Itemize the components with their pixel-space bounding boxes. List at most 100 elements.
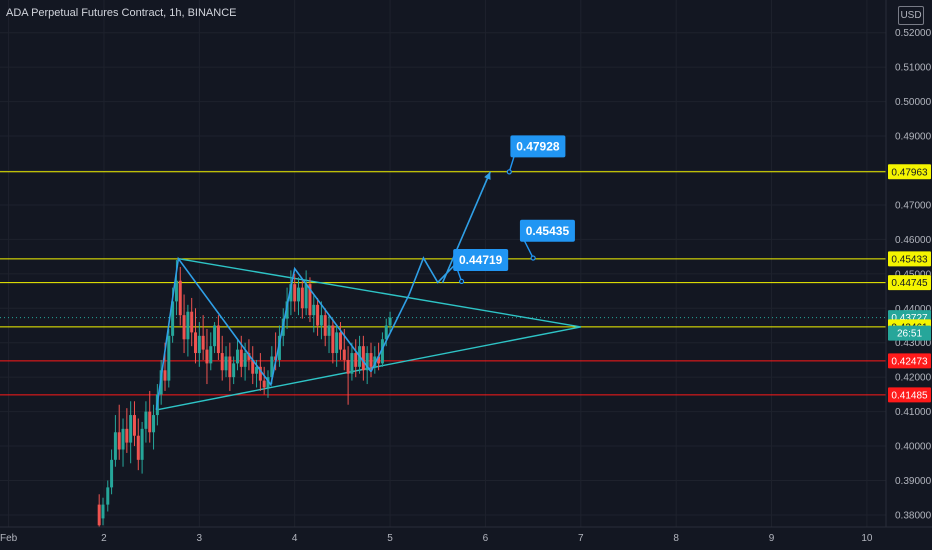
price-axis-badge-label: 0.47963 <box>891 167 928 178</box>
candle-body[interactable] <box>113 432 117 460</box>
candle-body[interactable] <box>270 356 274 378</box>
price-axis-badge-label: 0.44745 <box>891 278 928 289</box>
candle-body[interactable] <box>377 356 381 364</box>
candle-body[interactable] <box>171 301 175 336</box>
candle-body[interactable] <box>255 366 259 374</box>
candle-body[interactable] <box>312 304 316 316</box>
callout-pointer <box>508 155 516 173</box>
currency-button[interactable]: USD <box>898 6 924 25</box>
candle-body[interactable] <box>125 428 129 443</box>
candle-body[interactable] <box>101 504 105 519</box>
candle-body[interactable] <box>174 280 178 302</box>
candle-body[interactable] <box>205 349 209 364</box>
price-axis-badge-label: 0.43727 <box>891 313 928 324</box>
candle-body[interactable] <box>186 311 190 340</box>
candle-body[interactable] <box>144 411 148 429</box>
price-axis-panel[interactable] <box>886 0 932 550</box>
candle-body[interactable] <box>262 380 266 388</box>
price-axis-tick-label: 0.51000 <box>895 63 932 74</box>
candle-body[interactable] <box>308 284 312 316</box>
candle-body[interactable] <box>243 353 247 367</box>
candle-body[interactable] <box>297 287 301 302</box>
time-axis-panel[interactable] <box>0 527 932 550</box>
candle-body[interactable] <box>232 363 236 378</box>
candle-body[interactable] <box>220 353 224 371</box>
candle-body[interactable] <box>331 325 335 354</box>
callout-anchor-dot <box>458 278 465 285</box>
projection-path[interactable] <box>370 294 410 373</box>
price-callout-box[interactable] <box>519 219 575 242</box>
candle-body[interactable] <box>239 349 243 367</box>
candle-body[interactable] <box>117 432 121 450</box>
candle-body[interactable] <box>350 353 354 374</box>
candle-body[interactable] <box>323 315 327 336</box>
time-axis-tick-label: 4 <box>292 533 298 544</box>
price-axis-tick-label: 0.39000 <box>895 476 932 487</box>
candle-body[interactable] <box>197 335 201 354</box>
price-axis-badge-label: 0.41485 <box>891 390 928 401</box>
candle-body[interactable] <box>247 353 251 360</box>
candle-body[interactable] <box>235 349 239 364</box>
candle-body[interactable] <box>384 325 388 340</box>
candle-body[interactable] <box>335 332 339 354</box>
elliott-wave-path[interactable] <box>155 256 372 411</box>
candle-body[interactable] <box>224 356 228 371</box>
projection-path[interactable] <box>408 256 463 295</box>
candle-body[interactable] <box>365 353 369 371</box>
candle-body[interactable] <box>369 353 373 367</box>
candle-body[interactable] <box>106 487 110 505</box>
candle-body[interactable] <box>277 335 281 360</box>
candle-body[interactable] <box>97 504 101 526</box>
projection-arrow[interactable] <box>441 171 491 284</box>
candle-body[interactable] <box>258 366 262 381</box>
candle-body[interactable] <box>152 415 156 433</box>
candle-body[interactable] <box>289 284 293 302</box>
price-axis-tick-label: 0.41000 <box>895 407 932 418</box>
candle-body[interactable] <box>209 346 213 364</box>
candle-body[interactable] <box>319 315 323 326</box>
price-axis-tick-label: 0.42000 <box>895 373 932 384</box>
candle-body[interactable] <box>285 301 289 319</box>
candle-body[interactable] <box>190 311 194 333</box>
candle-body[interactable] <box>293 284 297 302</box>
candle-body[interactable] <box>338 332 342 350</box>
candle-body[interactable] <box>129 415 133 443</box>
price-axis-tick-label: 0.38000 <box>895 510 932 521</box>
candle-body[interactable] <box>388 317 392 326</box>
candle-body[interactable] <box>342 349 346 360</box>
price-axis-badge <box>888 387 931 403</box>
candle-body[interactable] <box>110 459 114 488</box>
candle-body[interactable] <box>304 284 308 309</box>
candle-body[interactable] <box>316 304 320 326</box>
candle-body[interactable] <box>373 356 377 367</box>
candle-body[interactable] <box>213 325 217 347</box>
candle-body[interactable] <box>300 287 304 309</box>
candle-body[interactable] <box>136 435 140 460</box>
price-axis-badge <box>888 353 931 369</box>
candle-body[interactable] <box>121 428 125 450</box>
candle-body[interactable] <box>380 339 384 364</box>
candle-body[interactable] <box>194 332 198 354</box>
candle-body[interactable] <box>266 377 270 388</box>
candle-body[interactable] <box>167 335 171 381</box>
price-axis-tick-label: 0.46000 <box>895 235 932 246</box>
candle-body[interactable] <box>178 280 182 316</box>
candle-body[interactable] <box>251 359 255 374</box>
candle-body[interactable] <box>327 325 331 336</box>
candle-body[interactable] <box>163 370 167 381</box>
candle-body[interactable] <box>132 415 136 436</box>
price-callout-box[interactable] <box>453 249 509 272</box>
candle-body[interactable] <box>140 428 144 460</box>
price-callout-box[interactable] <box>510 135 566 158</box>
candle-body[interactable] <box>228 356 232 378</box>
candle-body[interactable] <box>354 353 358 367</box>
candle-body[interactable] <box>216 325 220 354</box>
candle-body[interactable] <box>346 359 350 374</box>
candle-body[interactable] <box>182 315 186 340</box>
candle-body[interactable] <box>148 411 152 433</box>
candle-body[interactable] <box>201 335 205 350</box>
candle-body[interactable] <box>361 346 365 371</box>
triangle-upper-trendline[interactable] <box>178 257 581 328</box>
